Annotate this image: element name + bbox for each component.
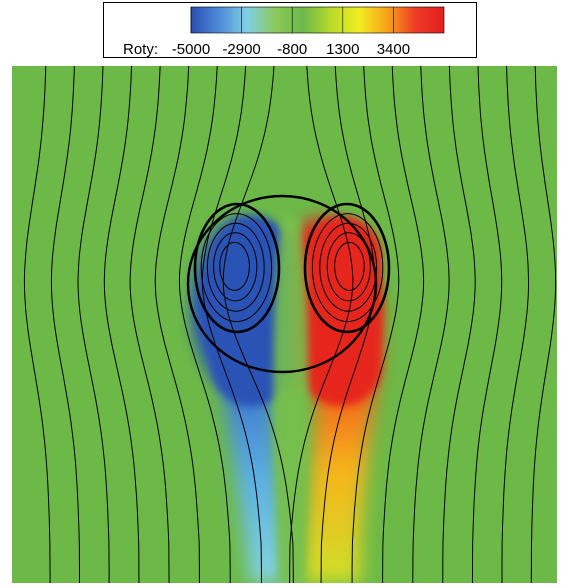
streamline	[289, 66, 354, 583]
streamline	[129, 66, 170, 583]
vorticity-field	[12, 66, 557, 583]
colorbar-tick-label: -5000	[172, 41, 210, 58]
plot-area	[12, 66, 557, 583]
streamline	[178, 66, 231, 583]
streamline	[23, 66, 51, 583]
streamline	[501, 66, 529, 583]
positive-vortex-streamline	[326, 232, 371, 302]
colorbar-legend: Roty: -5000 -2900 -800 1300 3400	[103, 2, 477, 58]
positive-vortex-streamline	[334, 241, 365, 291]
streamline	[103, 66, 140, 583]
colorbar-tick-label: -800	[277, 41, 307, 58]
colorbar-tick-label: -2900	[222, 41, 260, 58]
positive-vortex-streamline	[319, 222, 378, 312]
negative-vortex-streamline	[193, 202, 281, 334]
negative-vortex-streamline	[206, 222, 265, 312]
colorbar-tick-labels: -5000 -2900 -800 1300 3400	[172, 41, 410, 58]
colorbar-tick-label: 1300	[326, 41, 359, 58]
streamlines	[23, 66, 557, 583]
streamline	[412, 66, 450, 583]
streamline	[530, 66, 557, 583]
body-boundary-circle	[186, 194, 378, 374]
positive-vortex-streamline	[311, 213, 384, 323]
streamline	[154, 66, 200, 583]
streamline	[382, 66, 425, 583]
colorbar-ticks	[190, 7, 394, 33]
colorbar-gradient	[190, 6, 445, 34]
colorbar-tick-label: 3400	[377, 41, 410, 58]
center-channel	[273, 216, 309, 583]
colorbar-svg: Roty: -5000 -2900 -800 1300 3400	[123, 6, 445, 58]
negative-vortex-streamline	[219, 241, 250, 291]
positive-vortex-streamline	[303, 202, 391, 334]
positive-vortex-core	[302, 216, 382, 406]
streamline	[442, 66, 476, 583]
negative-vortex-streamline	[213, 232, 258, 302]
streamline	[222, 66, 294, 583]
negative-vortex-streamline	[200, 213, 273, 323]
streamline	[471, 66, 503, 583]
streamline	[201, 66, 262, 583]
legend-variable-label: Roty:	[123, 41, 158, 58]
streamline	[50, 66, 80, 583]
field-layer	[182, 206, 384, 583]
streamline	[351, 66, 400, 583]
streamline	[77, 66, 110, 583]
